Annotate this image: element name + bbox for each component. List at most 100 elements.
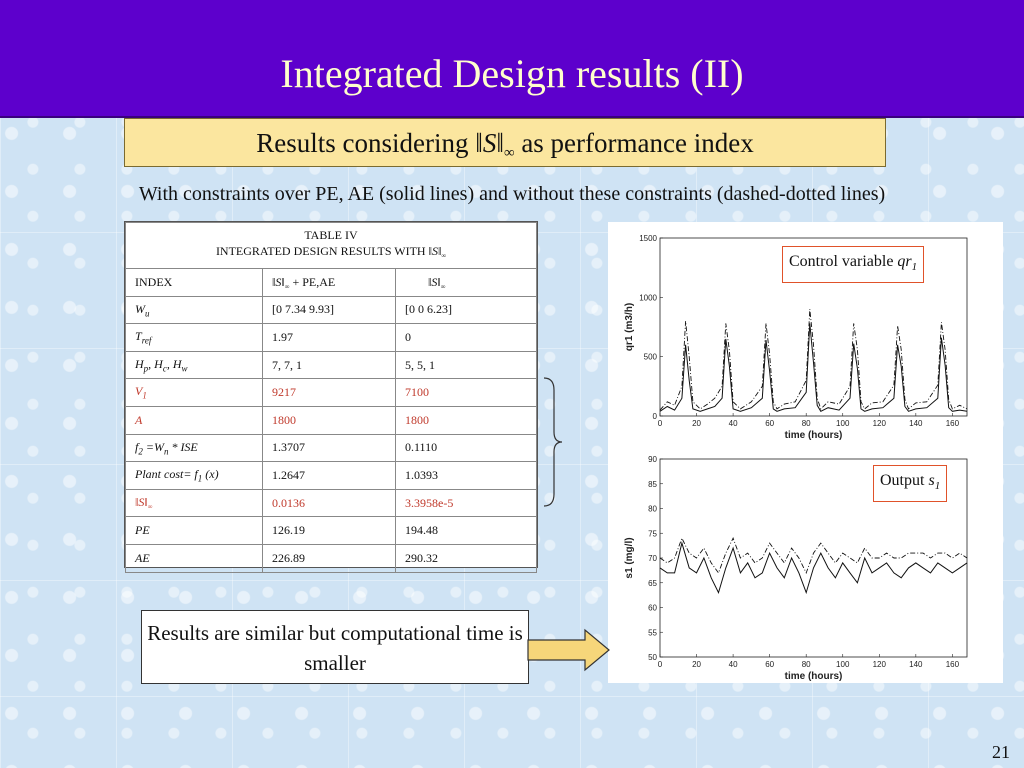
x-axis-label: time (hours) [785, 671, 843, 682]
table-header-row: INDEX ‖S‖∞ + PE,AE ‖S‖∞ [125, 268, 537, 297]
x-tick-label: 20 [692, 660, 701, 669]
y-tick-label: 50 [648, 653, 657, 662]
y-tick-label: 85 [648, 480, 657, 489]
title-bar: Integrated Design results (II) [0, 0, 1024, 118]
y-tick-label: 60 [648, 604, 657, 613]
x-tick-label: 20 [692, 419, 701, 428]
x-tick-label: 140 [909, 419, 923, 428]
table-row: Tref 1.97 0 [125, 323, 537, 352]
y-tick-label: 65 [648, 579, 657, 588]
table-caption-row: TABLE IV INTEGRATED DESIGN RESULTS WITH … [125, 222, 537, 269]
y-tick-label: 0 [653, 412, 658, 421]
chart1-annotation: Control variable qr1 [782, 246, 925, 284]
row-value-with-constraints: 1.3707 [262, 433, 396, 463]
table-body: Wu [0 7.34 9.93] [0 0 6.23] Tref 1.97 0 Hp, Hc… [125, 295, 537, 573]
y-tick-label: 80 [648, 505, 657, 514]
table-row: Plant cost= f1 (x) 1.2647 1.0393 [125, 461, 537, 490]
row-value-with-constraints: 1800 [262, 405, 396, 435]
table-row: Wu [0 7.34 9.93] [0 0 6.23] [125, 295, 537, 325]
x-tick-label: 40 [729, 419, 738, 428]
row-label: AE [125, 543, 263, 573]
row-label: A [125, 405, 263, 435]
chart1-series-solid [659, 323, 968, 412]
row-value-without-constraints: 1.0393 [395, 461, 537, 490]
row-label: Tref [125, 323, 263, 352]
subtitle-before: Results considering [256, 128, 476, 158]
x-tick-label: 60 [765, 660, 774, 669]
row-value-with-constraints: 9217 [262, 378, 396, 407]
row-value-without-constraints: 0.1110 [395, 433, 537, 463]
x-tick-label: 140 [909, 660, 923, 669]
x-tick-label: 160 [946, 419, 960, 428]
subtitle-box: Results considering ‖S‖∞ as performance … [124, 118, 886, 167]
chart2-annotation: Output s1 [873, 465, 948, 503]
row-value-with-constraints: 1.2647 [262, 461, 396, 490]
page-number: 21 [992, 742, 1010, 762]
row-value-with-constraints: [0 7.34 9.93] [262, 295, 396, 325]
x-tick-label: 120 [873, 660, 887, 669]
x-tick-label: 80 [802, 660, 811, 669]
row-value-without-constraints: [0 0 6.23] [395, 295, 537, 325]
x-axis-label: time (hours) [785, 430, 843, 441]
chart2-series-solid [659, 541, 968, 595]
x-tick-label: 0 [658, 660, 663, 669]
row-label: Hp, Hc, Hw [125, 350, 263, 380]
row-value-without-constraints: 194.48 [395, 516, 537, 545]
x-tick-label: 40 [729, 660, 738, 669]
row-label: PE [125, 516, 263, 545]
right-brace [543, 377, 563, 507]
y-tick-label: 70 [648, 554, 657, 563]
y-axis-label: qr1 (m3/h) [624, 303, 635, 351]
right-arrow-icon [527, 628, 610, 672]
table-row: f2 =Wn * ISE 1.3707 0.1110 [125, 433, 537, 463]
row-value-with-constraints: 126.19 [262, 516, 396, 545]
row-label: f2 =Wn * ISE [125, 433, 263, 463]
y-axis-label: s1 (mg/l) [624, 537, 635, 578]
x-tick-label: 60 [765, 419, 774, 428]
row-value-with-constraints: 7, 7, 1 [262, 350, 396, 380]
table-row: PE 126.19 194.48 [125, 516, 537, 545]
header-index: INDEX [125, 268, 263, 297]
row-value-without-constraints: 1800 [395, 405, 537, 435]
subtitle-after: as performance index [514, 128, 754, 158]
table-row: Hp, Hc, Hw 7, 7, 1 5, 5, 1 [125, 350, 537, 380]
x-tick-label: 120 [873, 419, 887, 428]
x-tick-label: 80 [802, 419, 811, 428]
x-tick-label: 100 [836, 419, 850, 428]
row-label: V1 [125, 378, 263, 407]
table-row: AE 226.89 290.32 [125, 543, 537, 573]
row-value-without-constraints: 0 [395, 323, 537, 352]
table-caption: TABLE IV INTEGRATED DESIGN RESULTS WITH … [125, 222, 537, 269]
row-label: Plant cost= f1 (x) [125, 461, 263, 490]
results-table: TABLE IV INTEGRATED DESIGN RESULTS WITH … [124, 221, 538, 573]
slide-caption: With constraints over PE, AE (solid line… [138, 183, 886, 205]
header-col3: ‖S‖∞ [395, 268, 537, 297]
x-tick-label: 160 [946, 660, 960, 669]
y-tick-label: 55 [648, 628, 657, 637]
y-tick-label: 90 [648, 455, 657, 464]
header-col2: ‖S‖∞ + PE,AE [262, 268, 396, 297]
slide-title: Integrated Design results (II) [280, 51, 744, 96]
row-value-without-constraints: 3.3958e-5 [395, 488, 537, 518]
table-row: A 1800 1800 [125, 405, 537, 435]
row-value-with-constraints: 0.0136 [262, 488, 396, 518]
y-tick-label: 1000 [639, 293, 657, 302]
row-label: ‖S‖∞ [125, 488, 263, 518]
x-tick-label: 0 [658, 419, 663, 428]
row-value-with-constraints: 226.89 [262, 543, 396, 573]
row-value-without-constraints: 7100 [395, 378, 537, 407]
chart2-series-dashdot [659, 537, 968, 575]
norm-symbol: ‖S‖∞ [475, 128, 515, 162]
note-box: Results are similar but computational ti… [141, 610, 529, 684]
y-tick-label: 75 [648, 529, 657, 538]
y-tick-label: 1500 [639, 234, 657, 243]
x-tick-label: 100 [836, 660, 850, 669]
row-value-without-constraints: 5, 5, 1 [395, 350, 537, 380]
row-value-without-constraints: 290.32 [395, 543, 537, 573]
table-row: V1 9217 7100 [125, 378, 537, 407]
row-label: Wu [125, 295, 263, 325]
row-value-with-constraints: 1.97 [262, 323, 396, 352]
chart-panel: 0 20 40 60 80 100 120 140 160 0 500 1000 1500 time (h… [608, 222, 1003, 683]
chart1-series-dashdot [659, 309, 968, 411]
